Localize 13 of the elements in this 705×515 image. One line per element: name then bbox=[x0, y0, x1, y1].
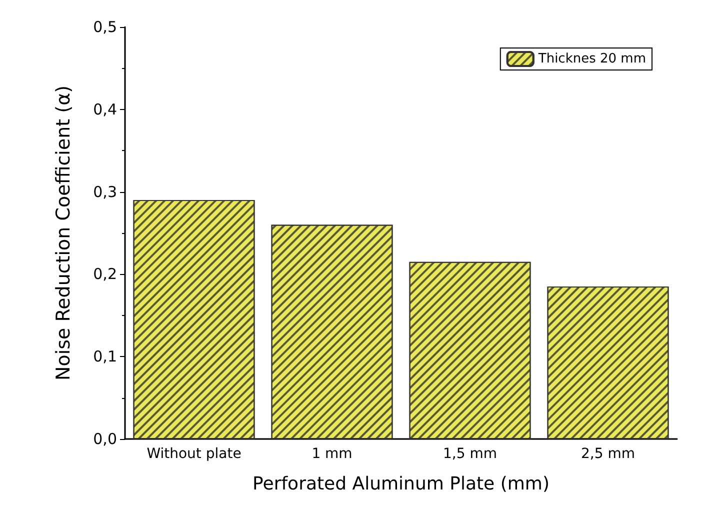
x-axis-title: Perforated Aluminum Plate (mm) bbox=[252, 474, 550, 494]
x-tick-label: 1,5 mm bbox=[443, 446, 497, 462]
legend-label: Thicknes 20 mm bbox=[537, 52, 646, 66]
x-tick-label: 1 mm bbox=[312, 446, 352, 462]
x-tick-label: 2,5 mm bbox=[581, 446, 635, 462]
y-tick-label: 0,1 bbox=[93, 348, 117, 366]
y-tick-label: 0,5 bbox=[93, 18, 117, 36]
y-tick-label: 0,0 bbox=[93, 430, 117, 448]
y-tick-label: 0,4 bbox=[93, 100, 117, 118]
y-axis-title: Noise Reduction Coefficient (α) bbox=[52, 85, 74, 381]
x-tick-label: Without plate bbox=[146, 446, 242, 462]
y-tick-label: 0,2 bbox=[93, 265, 117, 284]
y-tick-label: 0,3 bbox=[93, 182, 117, 201]
